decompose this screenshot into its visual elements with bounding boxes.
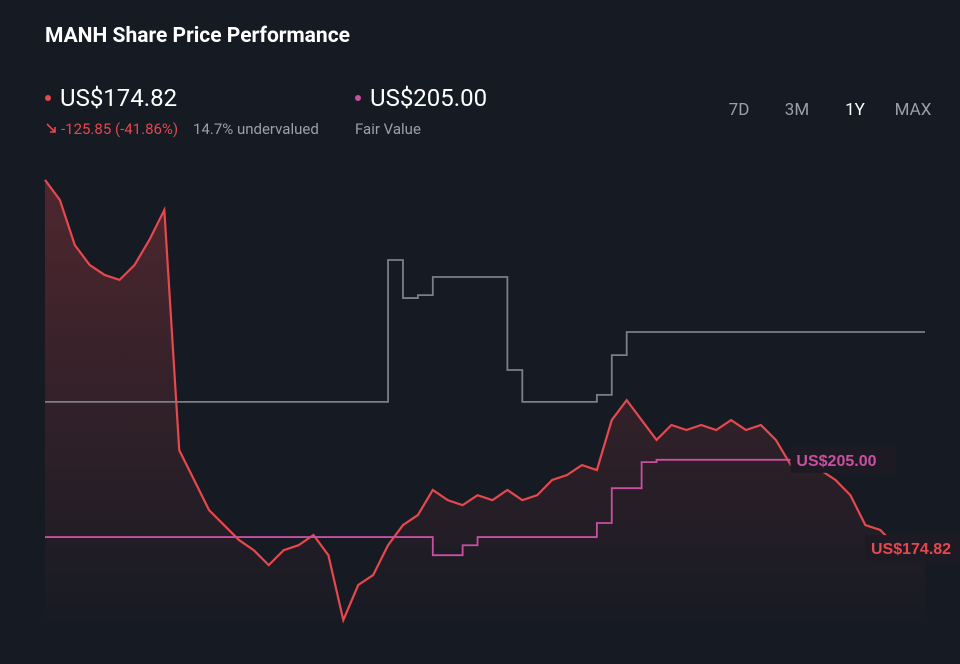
step-line <box>45 259 925 403</box>
price: US$174.82 <box>60 84 178 112</box>
range-tab[interactable]: MAX <box>894 100 932 120</box>
range-tab[interactable]: 7D <box>728 100 750 120</box>
price-line <box>44 179 926 624</box>
end-label-bg <box>790 446 897 473</box>
valuation: 14.7% undervalued <box>193 120 319 138</box>
fair-value: US$205.00 <box>370 84 488 112</box>
step-line <box>45 458 851 557</box>
range-tabs: 7D 3M 1Y MAX <box>710 100 942 120</box>
down-arrow <box>46 123 56 133</box>
end-label: US$174.82 <box>871 541 951 558</box>
range-tab[interactable]: 1Y <box>845 100 865 120</box>
change: -125.85 (-41.86%) <box>61 120 179 138</box>
range-tab[interactable]: 3M <box>784 100 810 120</box>
price-dot <box>45 95 51 101</box>
fair-value-dot <box>355 95 361 101</box>
end-label: US$205.00 <box>796 453 876 470</box>
title: MANH Share Price Performance <box>45 24 350 48</box>
fair-value-caption: Fair Value <box>355 120 421 138</box>
end-label-bg <box>865 535 960 562</box>
price-area <box>45 179 925 640</box>
